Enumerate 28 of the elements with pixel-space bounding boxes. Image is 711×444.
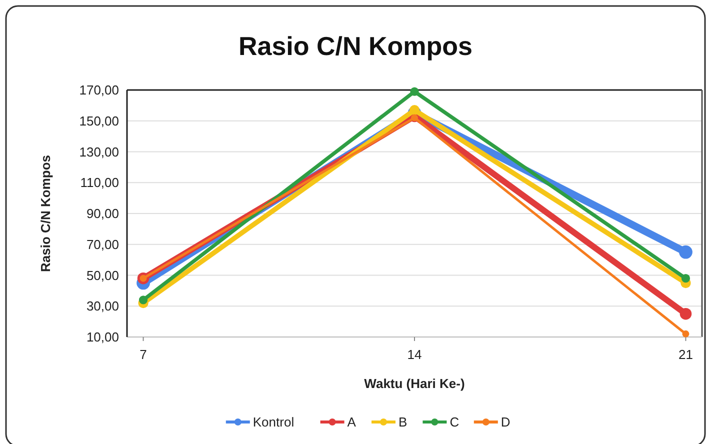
y-tick-label: 30,00	[86, 298, 119, 314]
legend-label: C	[450, 414, 460, 430]
point	[682, 330, 690, 338]
y-tick-label: 10,00	[86, 330, 119, 345]
point	[680, 308, 692, 320]
point	[409, 104, 420, 116]
y-tick-label: 50,00	[86, 268, 119, 283]
x-tick-label: 7	[140, 347, 147, 362]
legend-label: B	[398, 414, 408, 430]
y-tick-label: 90,00	[86, 206, 119, 222]
point	[679, 245, 692, 259]
x-tick-label: 14	[407, 347, 422, 362]
legend-label: Kontrol	[252, 414, 294, 430]
y-tick-label: 150,00	[79, 113, 119, 128]
point	[411, 114, 418, 122]
y-tick-label: 170,00	[79, 82, 119, 98]
x-tick-label: 21	[678, 347, 693, 362]
chart-title: Rasio C/N Kompos	[238, 31, 473, 61]
point	[138, 296, 148, 304]
x-axis-title: Waktu (Hari Ke-)	[364, 376, 465, 391]
legend-label: D	[500, 414, 510, 430]
legend-label: A	[347, 414, 356, 430]
y-tick-label: 70,00	[86, 236, 119, 252]
y-tick-label: 130,00	[79, 144, 119, 160]
y-axis-title: Rasio C/N Kompos	[38, 154, 53, 272]
point	[410, 87, 419, 96]
point	[681, 274, 690, 283]
y-tick-label: 110,00	[80, 175, 119, 190]
